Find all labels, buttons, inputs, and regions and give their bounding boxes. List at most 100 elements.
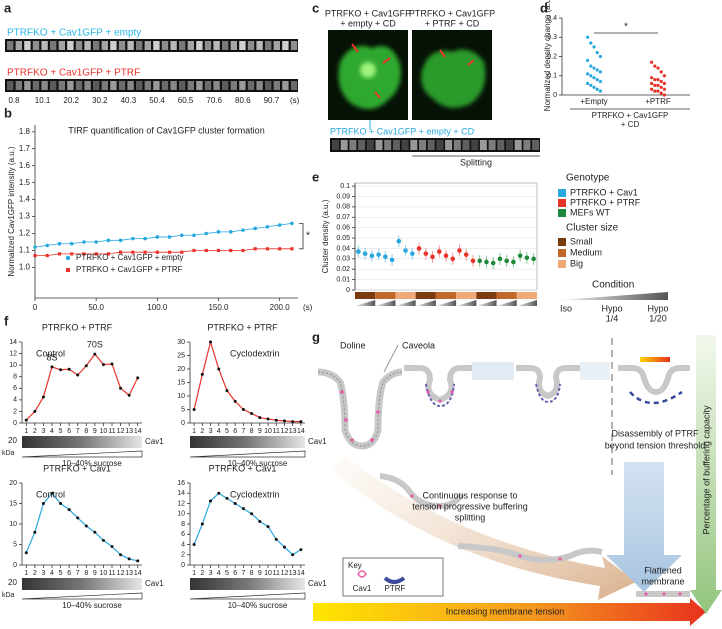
condition-wedge [395, 300, 416, 306]
marker [290, 221, 294, 226]
y-tick-label: 0.01 [336, 276, 350, 283]
frame [187, 81, 194, 90]
frame [488, 140, 496, 150]
gradient-wedge [21, 592, 143, 600]
frame [230, 41, 237, 50]
marker [225, 496, 229, 500]
condition-wedge [435, 300, 457, 306]
data-point [595, 68, 599, 72]
data-point [497, 256, 503, 262]
annotation: Splitting [460, 157, 492, 167]
marker [277, 223, 282, 227]
x-tick-label: 4 [50, 428, 54, 435]
series-line [35, 248, 292, 256]
x-tick-label: 1 [192, 570, 196, 577]
marker [33, 245, 37, 249]
x-tick-label: 3 [209, 428, 213, 435]
frame [153, 41, 160, 50]
y-tick-label: 1.7 [19, 144, 31, 153]
micrograph [412, 30, 492, 120]
time-label: 70.6 [206, 96, 222, 105]
x-tick-label: 7 [76, 570, 80, 577]
x-tick-label: 2 [33, 428, 37, 435]
size-bar [395, 292, 416, 299]
data-point [457, 248, 462, 253]
legend-label: Iso [560, 303, 572, 313]
y-tick-label: 0.06 [336, 225, 350, 232]
data-point [531, 256, 536, 262]
marker [241, 248, 245, 253]
blot-label: Cav1 [145, 437, 164, 446]
size-bar [375, 292, 396, 299]
data-point [653, 89, 657, 93]
blot-label: Cav1 [308, 437, 327, 446]
row-label: PTRFKO + Cav1GFP + PTRF [7, 68, 140, 79]
y-tick-label: 0.08 [336, 204, 350, 211]
schematic [313, 335, 722, 626]
y-tick-label: 0 [181, 420, 185, 427]
frame [392, 140, 400, 150]
x-tick-label: 0 [33, 303, 38, 312]
y-tick-label: 1.2 [19, 229, 31, 238]
frame [366, 140, 374, 150]
frame [256, 41, 263, 50]
data-point [484, 259, 489, 265]
frame [222, 41, 229, 50]
x-tick-label: 11 [108, 428, 115, 435]
y-tick-label: 0.04 [336, 245, 350, 252]
legend-marker [65, 255, 71, 261]
frame [75, 81, 83, 90]
legend-label: PTRFKO + PTRF [570, 197, 641, 207]
marker [241, 228, 245, 232]
frame [265, 81, 272, 90]
frame [273, 81, 280, 90]
gradient-wedge [21, 450, 143, 458]
y-tick-label: 1.0 [19, 263, 31, 272]
y-tick-label: 0.4 [547, 15, 557, 22]
series-line [25, 353, 139, 421]
y-tick-label: 25 [177, 352, 185, 359]
row-label: PTRFKO + Cav1GFP + empty [7, 28, 141, 39]
size-bar [415, 292, 436, 299]
size-bar [476, 292, 497, 299]
marker [59, 502, 63, 505]
x-tick-label: 6 [67, 570, 71, 577]
x-tick-label: 14 [134, 428, 142, 435]
data-point [409, 251, 415, 256]
x-tick-label: +PTRF [645, 97, 671, 106]
kda-value: 20 [8, 578, 17, 587]
frame [144, 81, 151, 90]
frame [50, 81, 57, 90]
condition-wedge [456, 300, 477, 306]
marker [45, 243, 50, 248]
legend-label: MEFs WT [570, 207, 610, 217]
y-tick-label: 4 [181, 541, 185, 548]
marker [69, 241, 74, 246]
x-tick-label: 13 [289, 428, 297, 435]
marker [225, 389, 229, 393]
x-tick-label: 2 [200, 428, 204, 435]
x-tick-label: 7 [241, 428, 245, 435]
marker [274, 418, 278, 422]
x-tick-label: 8 [84, 428, 88, 435]
marker [127, 557, 131, 561]
marker [192, 408, 196, 411]
data-point [592, 76, 596, 80]
chart-subtitle: Control [36, 348, 65, 358]
x-tick-label: 9 [258, 428, 262, 435]
frame [15, 41, 22, 50]
image-caption: PTRFKO + Cav1GFP [325, 8, 411, 18]
data-point [653, 78, 657, 82]
frame [247, 81, 255, 90]
frame [24, 41, 31, 50]
frame [290, 81, 298, 90]
data-point [662, 81, 667, 86]
data-point [598, 79, 603, 84]
annotation: * [624, 22, 628, 33]
data-point [436, 249, 442, 254]
frame [358, 140, 366, 150]
frame [32, 41, 40, 50]
marker [33, 409, 37, 413]
x-tick-label: 4 [217, 570, 221, 577]
x-tick-label: 4 [217, 428, 221, 435]
